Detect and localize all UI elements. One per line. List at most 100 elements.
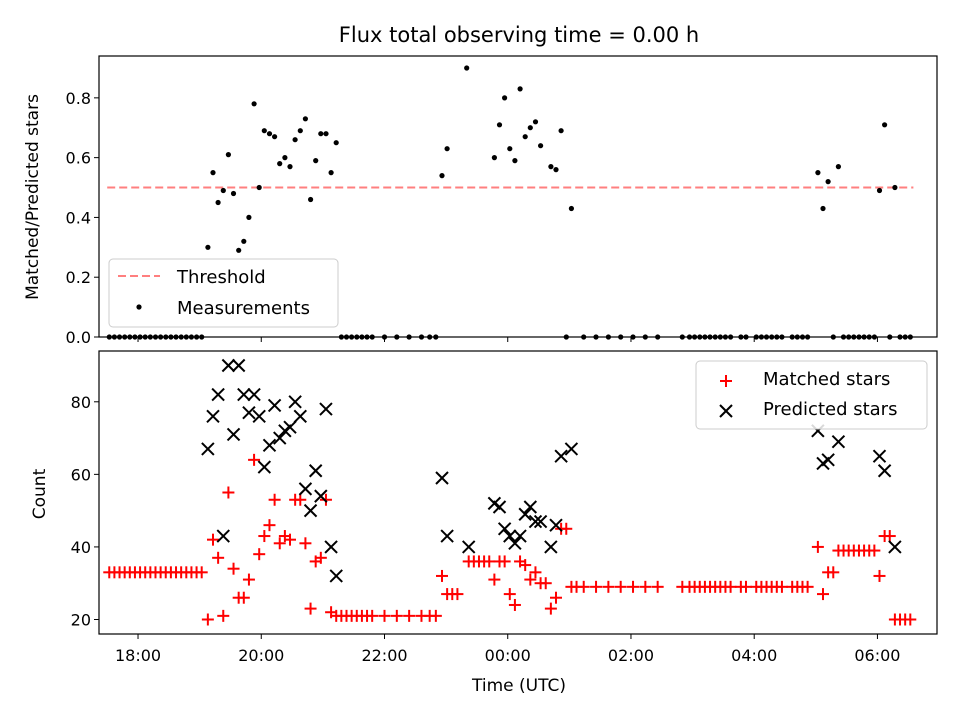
predicted-star-point (877, 464, 892, 478)
predicted-star-point (888, 540, 902, 554)
measurement-point (532, 119, 539, 125)
top-x-axis-ticks (137, 337, 878, 342)
matched-star-point (195, 566, 208, 579)
matched-star-point (403, 609, 416, 622)
matched-star-point (294, 493, 307, 506)
predicted-star-point (293, 409, 307, 424)
bottom-y-tick-label: 40 (71, 538, 91, 557)
predicted-star-point (303, 503, 318, 518)
measurement-point (313, 158, 319, 164)
matched-star-point (268, 493, 281, 506)
matched-star-point (242, 573, 255, 586)
predicted-star-point (440, 529, 454, 543)
matched-star-point (222, 486, 235, 499)
matched-star-point (304, 602, 317, 615)
measurement-point (287, 164, 293, 170)
predicted-star-point (252, 409, 266, 424)
top-y-axis-label: Matched/Predicted stars (23, 94, 43, 300)
measurement-point (272, 134, 278, 140)
measurement-point (241, 238, 247, 244)
bottom-legend-box (695, 360, 928, 430)
predicted-star-point (518, 507, 532, 521)
measurement-point (323, 131, 329, 137)
predicted-star-point (257, 460, 272, 474)
matched-star-point (253, 548, 266, 561)
predicted-star-point (308, 464, 323, 478)
measurement-point (282, 155, 288, 161)
predicted-star-point (435, 471, 449, 485)
measurement-point (876, 187, 883, 194)
matched-star-point (227, 562, 240, 575)
matched-star-point (724, 580, 737, 593)
matched-star-point (549, 591, 562, 604)
matched-star-point (739, 580, 752, 593)
predicted-star-point (544, 540, 558, 554)
matched-star-point (237, 591, 250, 604)
predicted-star-point (554, 449, 568, 463)
predicted-star-point (206, 409, 220, 424)
bottom-y-tick-label: 80 (71, 393, 91, 412)
predicted-legend-label: Predicted stars (763, 399, 897, 420)
measurement-point (491, 155, 497, 161)
predicted-star-point (461, 540, 476, 554)
matched-star-point (590, 580, 603, 593)
measurement-point (297, 128, 303, 134)
measurement-point (527, 125, 533, 131)
measurement-point (568, 205, 575, 212)
matched-star-point (827, 566, 840, 579)
measurement-point (236, 247, 242, 253)
top-y-tick-label: 0.0 (66, 328, 91, 347)
matched-star-point (529, 566, 542, 579)
predicted-star-point (523, 500, 538, 514)
measurement-point (246, 214, 252, 220)
measurement-point (256, 184, 262, 191)
predicted-star-point (231, 358, 246, 373)
matched-star-point (519, 559, 532, 572)
matched-star-point (639, 580, 652, 593)
matched-star-point (868, 544, 881, 557)
matched-star-point (378, 609, 391, 622)
predicted-star-point (319, 402, 333, 416)
measurement-point (318, 131, 324, 137)
measurement-point (558, 128, 564, 134)
bottom-y-axis-label: Count (30, 468, 50, 519)
predicted-star-point (872, 449, 887, 463)
predicted-star-point (564, 442, 579, 456)
bottom-x-tick-label: 22:00 (361, 646, 407, 665)
matched-star-point (801, 580, 814, 593)
measurement-point (553, 167, 559, 173)
predicted-star-point (533, 514, 548, 529)
matched-star-point (319, 493, 332, 506)
matched-star-point (817, 588, 830, 601)
measurement-point (205, 244, 211, 250)
bottom-x-tick-label: 04:00 (731, 646, 777, 665)
predicted-star-point (201, 442, 215, 456)
matched-star-point (263, 519, 276, 532)
bottom-chart-marks (103, 358, 917, 626)
measurement-point (210, 170, 216, 176)
measurement-point (496, 122, 503, 128)
measurement-point (522, 134, 528, 140)
bottom-y-axis-ticks: 20 40 60 80 (71, 393, 99, 629)
matched-star-point (488, 573, 501, 586)
predicted-star-point (216, 529, 230, 543)
matched-legend-label: Matched stars (763, 369, 890, 390)
matched-star-point (314, 551, 327, 564)
measurement-point (333, 140, 339, 146)
measurement-point (302, 116, 308, 122)
predicted-star-point (821, 453, 835, 467)
matched-star-point (366, 609, 379, 622)
predicted-star-point (492, 500, 507, 514)
matched-star-point (577, 580, 590, 593)
predicted-star-point (273, 431, 287, 445)
top-plot-frame (98, 55, 938, 338)
top-chart-title: Flux total observing time = 0.00 h (339, 23, 699, 47)
bottom-x-tick-label: 02:00 (608, 646, 654, 665)
threshold-legend-label: Threshold (176, 267, 266, 288)
predicted-star-point (528, 514, 543, 529)
measurement-point (548, 164, 554, 170)
measurement-point (225, 152, 231, 158)
predicted-star-point (288, 395, 302, 409)
predicted-star-point (513, 529, 527, 543)
